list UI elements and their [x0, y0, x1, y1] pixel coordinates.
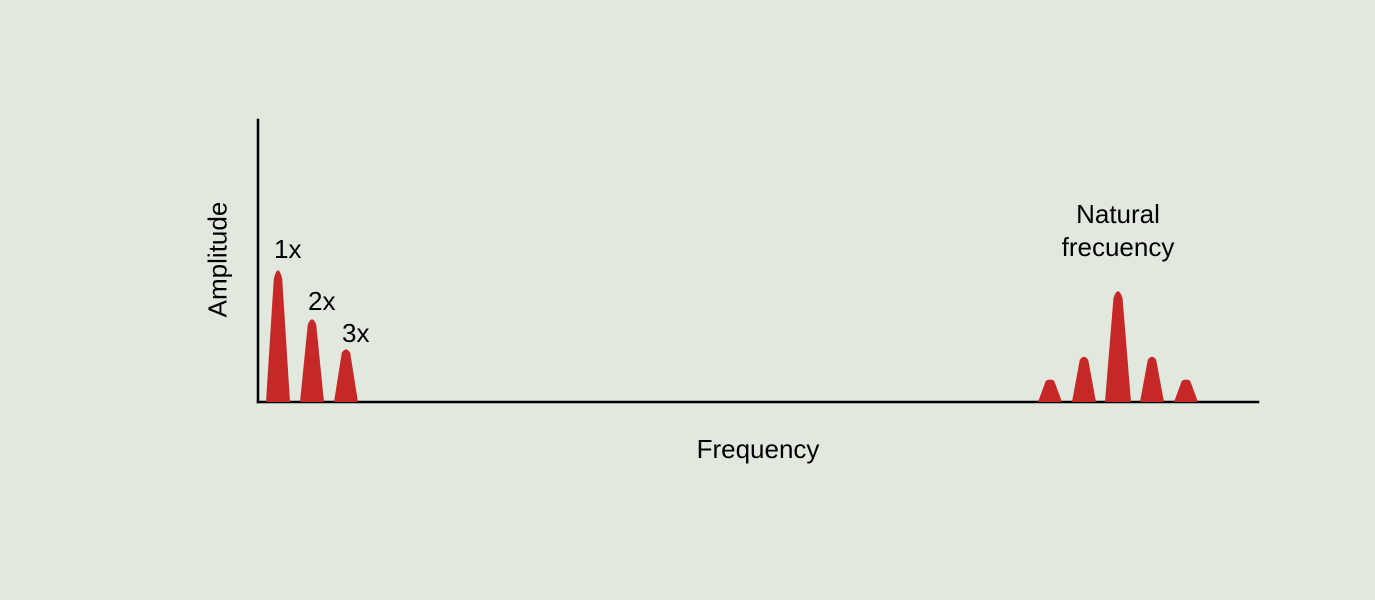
harmonic-peak-label-2: 2x	[308, 286, 335, 317]
harmonic-peak-label-1: 1x	[274, 234, 301, 265]
harmonic-peak-label-3: 3x	[342, 318, 369, 349]
y-axis-label: Amplitude	[203, 160, 234, 360]
spectrum-chart: Amplitude Frequency Natural frecuency 1x…	[0, 0, 1375, 600]
natural-frequency-peak-5	[1174, 379, 1198, 402]
natural-frequency-peak-2	[1072, 357, 1096, 402]
x-axis-label: Frequency	[608, 434, 908, 465]
natural-frequency-peak-1	[1038, 379, 1062, 402]
natural-frequency-label-line1: Natural	[998, 198, 1238, 231]
harmonic-peak-1	[266, 270, 290, 402]
natural-frequency-peak-4	[1140, 357, 1164, 402]
natural-frequency-label: Natural frecuency	[998, 198, 1238, 263]
harmonic-peak-2	[300, 319, 324, 402]
natural-frequency-label-line2: frecuency	[998, 231, 1238, 264]
harmonic-peak-3	[334, 349, 358, 402]
natural-frequency-peak-3	[1105, 291, 1131, 402]
